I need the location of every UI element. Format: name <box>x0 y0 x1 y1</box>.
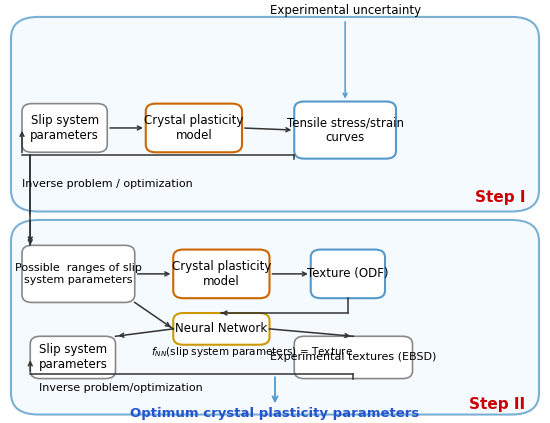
FancyBboxPatch shape <box>173 313 270 345</box>
Text: Neural Network: Neural Network <box>175 322 267 335</box>
FancyBboxPatch shape <box>294 336 412 379</box>
Text: Crystal plasticity
model: Crystal plasticity model <box>172 260 271 288</box>
FancyBboxPatch shape <box>22 245 135 302</box>
Text: Step I: Step I <box>475 190 525 205</box>
Text: Slip system
parameters: Slip system parameters <box>30 114 99 142</box>
FancyBboxPatch shape <box>173 250 270 298</box>
Text: Inverse problem/optimization: Inverse problem/optimization <box>39 383 203 393</box>
Text: Texture (ODF): Texture (ODF) <box>307 267 389 280</box>
Text: Inverse problem / optimization: Inverse problem / optimization <box>22 179 192 189</box>
Text: $f_{NN}$(slip system parameters) = Texture: $f_{NN}$(slip system parameters) = Textu… <box>151 345 353 359</box>
Text: Possible  ranges of slip
system parameters: Possible ranges of slip system parameter… <box>15 263 142 285</box>
FancyBboxPatch shape <box>11 220 539 415</box>
Text: Tensile stress/strain
curves: Tensile stress/strain curves <box>287 116 404 144</box>
FancyBboxPatch shape <box>22 104 107 152</box>
FancyBboxPatch shape <box>294 102 396 159</box>
Text: Experimental textures (EBSD): Experimental textures (EBSD) <box>270 352 437 363</box>
FancyBboxPatch shape <box>311 250 385 298</box>
Text: Step II: Step II <box>469 398 525 412</box>
Text: Slip system
parameters: Slip system parameters <box>39 343 107 371</box>
FancyBboxPatch shape <box>11 17 539 212</box>
Text: Experimental uncertainty: Experimental uncertainty <box>271 4 421 17</box>
Text: Optimum crystal plasticity parameters: Optimum crystal plasticity parameters <box>130 407 420 420</box>
FancyBboxPatch shape <box>30 336 116 379</box>
FancyBboxPatch shape <box>146 104 242 152</box>
Text: Crystal plasticity
model: Crystal plasticity model <box>144 114 244 142</box>
